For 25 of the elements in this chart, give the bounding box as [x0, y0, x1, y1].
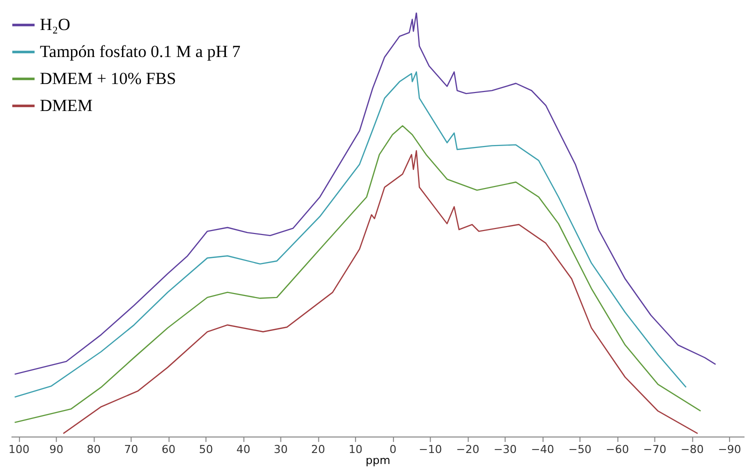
- x-tick-label: 80: [86, 442, 101, 456]
- x-tick-label: 60: [162, 442, 176, 456]
- x-tick-label: −90: [718, 442, 742, 456]
- legend-label: DMEM: [40, 96, 93, 115]
- x-tick-label: −40: [530, 442, 554, 456]
- legend-label: H₂O: [40, 15, 70, 34]
- x-tick-label: −60: [606, 442, 629, 456]
- x-tick-label: 100: [8, 442, 30, 456]
- x-tick-label: 0: [389, 442, 396, 456]
- legend-label: Tampón fosfato 0.1 M a pH 7: [40, 42, 241, 61]
- x-tick-label: −50: [568, 442, 592, 456]
- x-tick-label: 40: [236, 442, 250, 456]
- x-tick-label: 90: [49, 442, 64, 456]
- x-tick-label: 20: [311, 442, 326, 456]
- x-tick-label: −80: [680, 442, 704, 456]
- x-tick-label: −30: [494, 442, 517, 456]
- x-tick-label: 50: [198, 442, 213, 456]
- x-tick-label: −20: [456, 442, 480, 456]
- x-tick-label: 70: [124, 442, 138, 456]
- x-tick-label: 30: [274, 442, 288, 456]
- x-tick-label: 10: [348, 442, 363, 456]
- x-tick-label: −70: [643, 442, 666, 456]
- x-tick-label: −10: [418, 442, 442, 456]
- x-axis-title: ppm: [366, 454, 390, 467]
- legend-label: DMEM + 10% FBS: [40, 68, 176, 88]
